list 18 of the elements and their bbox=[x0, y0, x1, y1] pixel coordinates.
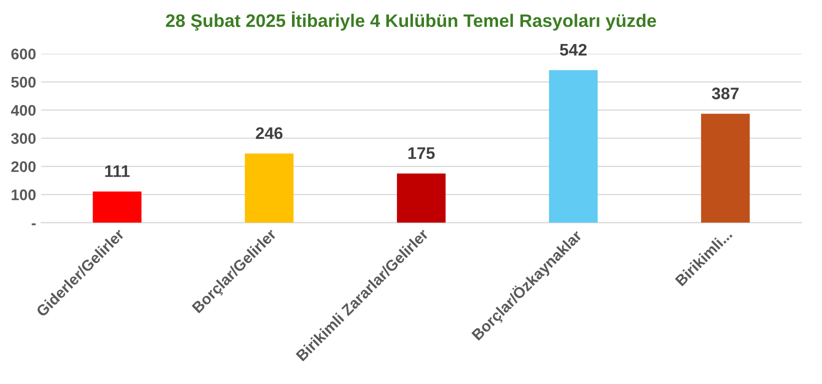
y-tick-label: 100 bbox=[12, 189, 36, 200]
y-tick-label: 300 bbox=[11, 133, 36, 144]
y-tick-label: 600 bbox=[11, 48, 36, 60]
bar bbox=[549, 70, 598, 223]
data-label: 387 bbox=[712, 88, 739, 100]
data-label: 111 bbox=[105, 165, 130, 177]
data-label: 542 bbox=[560, 44, 587, 56]
y-tick-label: 500 bbox=[11, 76, 36, 88]
y-tick-label: 400 bbox=[10, 104, 36, 116]
chart-title: 28 Şubat 2025 İtibariyle 4 Kulübün Temel Rasyoları yüzde bbox=[166, 11, 656, 31]
bar bbox=[396, 173, 446, 223]
bar bbox=[92, 191, 142, 223]
data-label: 175 bbox=[408, 147, 435, 160]
bar bbox=[701, 114, 750, 223]
y-tick-label: 200 bbox=[11, 161, 36, 172]
data-label: 246 bbox=[256, 127, 283, 140]
y-tick-label: - bbox=[32, 223, 36, 226]
bar bbox=[244, 153, 294, 223]
